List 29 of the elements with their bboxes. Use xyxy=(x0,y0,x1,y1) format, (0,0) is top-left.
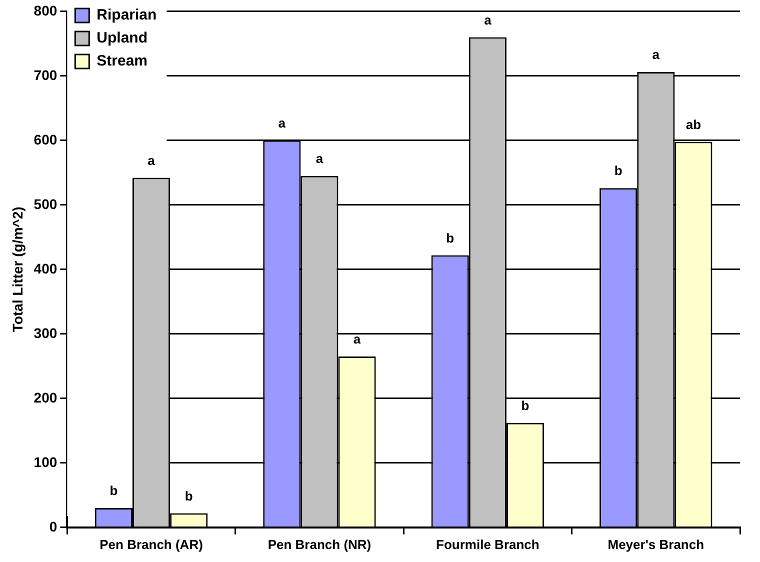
data-label: a xyxy=(148,152,156,168)
data-label: b xyxy=(614,163,622,178)
legend-label: Riparian xyxy=(96,6,157,24)
y-tick-label: 800 xyxy=(34,2,58,18)
data-label: a xyxy=(353,332,362,347)
x-tick-label: Pen Branch (AR) xyxy=(100,536,203,552)
y-tick-label: 300 xyxy=(34,324,58,341)
data-label: a xyxy=(316,150,324,166)
legend-label: Stream xyxy=(96,52,148,70)
data-label: b xyxy=(184,488,193,504)
y-tick-label: 100 xyxy=(34,454,58,470)
y-tick-label: 600 xyxy=(34,131,58,148)
y-axis-title: Total Litter (g/m^2) xyxy=(9,206,26,332)
y-tick-label: 200 xyxy=(34,389,58,406)
x-tick-label: Meyer's Branch xyxy=(608,536,704,552)
data-label: b xyxy=(521,398,530,413)
data-label: a xyxy=(278,115,286,130)
x-tick-label: Fourmile Branch xyxy=(436,536,540,552)
legend-label: Upland xyxy=(96,30,148,47)
data-label: b xyxy=(110,483,118,498)
data-label: ab xyxy=(686,116,702,132)
data-label: a xyxy=(484,12,492,28)
y-tick-label: 0 xyxy=(49,518,58,534)
data-label: b xyxy=(446,230,454,246)
data-label: a xyxy=(652,47,660,62)
y-tick-label: 400 xyxy=(34,260,58,276)
y-tick-label: 700 xyxy=(34,66,58,83)
x-tick-label: Pen Branch (NR) xyxy=(268,536,372,552)
y-tick-label: 500 xyxy=(34,196,58,212)
